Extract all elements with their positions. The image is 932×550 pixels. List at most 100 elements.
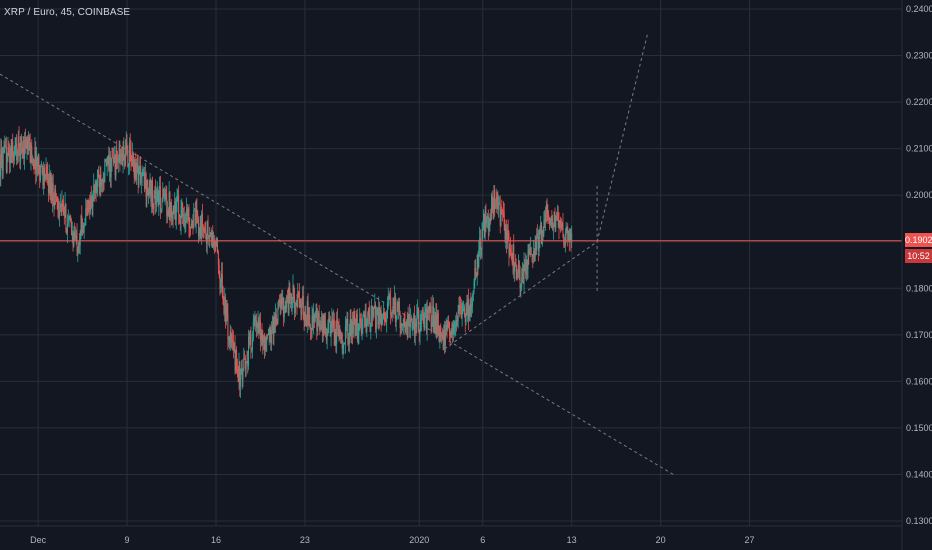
candle-body xyxy=(178,214,180,217)
candle-body xyxy=(437,312,439,334)
candle-body xyxy=(18,136,20,146)
candle-body xyxy=(410,318,412,328)
candle-body xyxy=(450,329,452,337)
candle-body xyxy=(97,169,99,186)
candle-body xyxy=(47,179,49,193)
candle-body xyxy=(85,208,87,226)
candle-body xyxy=(571,233,573,243)
candle-body xyxy=(190,226,192,228)
price-tick-label: 0.2200 xyxy=(906,97,932,107)
candle-body xyxy=(132,153,134,167)
candle-body xyxy=(196,209,198,214)
candle-body xyxy=(507,229,509,234)
candle-body xyxy=(222,288,224,305)
candle-body xyxy=(241,368,243,380)
candle-body xyxy=(30,145,32,163)
candle-body xyxy=(313,313,315,322)
candle-body xyxy=(229,331,231,344)
candle-body xyxy=(83,225,85,233)
candle-body xyxy=(208,235,210,237)
candle-body xyxy=(303,317,305,322)
candle-body xyxy=(506,229,508,244)
candle-body xyxy=(344,342,346,345)
candle-body xyxy=(217,239,219,253)
candle-body xyxy=(386,302,388,319)
candle-body xyxy=(465,303,467,323)
candle-body xyxy=(151,180,153,202)
candle-body xyxy=(342,345,344,349)
candle-body xyxy=(374,304,376,308)
candle-body xyxy=(343,344,345,346)
candle-body xyxy=(556,215,558,217)
candle-body xyxy=(470,303,472,311)
candle-body xyxy=(559,220,561,228)
candle-body xyxy=(394,296,396,314)
candle-body xyxy=(171,217,173,220)
candle-body xyxy=(346,319,348,325)
candle-body xyxy=(104,159,106,182)
candle-body xyxy=(171,202,173,218)
candle-body xyxy=(197,213,199,219)
candle-body xyxy=(39,170,41,181)
candle-body xyxy=(417,308,419,332)
candle-body xyxy=(348,336,350,345)
candle-body xyxy=(371,305,373,317)
candle-body xyxy=(399,315,401,329)
candle-body xyxy=(462,307,464,313)
candle-body xyxy=(407,315,409,338)
candle-body xyxy=(487,215,489,230)
candle-body xyxy=(398,301,400,316)
candle-body xyxy=(0,162,1,177)
candle-body xyxy=(113,157,115,163)
candle-body xyxy=(57,202,59,209)
candle-body xyxy=(70,221,72,235)
candle-body xyxy=(17,136,19,151)
candle-body xyxy=(28,136,30,150)
candle-body xyxy=(163,189,165,197)
candle-body xyxy=(468,316,470,320)
candle-body xyxy=(220,281,222,288)
candle-body xyxy=(123,145,125,156)
candle-body xyxy=(122,145,124,166)
candle-body xyxy=(537,236,539,251)
candle-body xyxy=(452,323,454,334)
candle-body xyxy=(541,230,543,245)
candle-body xyxy=(102,179,104,185)
candle-body xyxy=(170,202,172,217)
candle-body xyxy=(4,145,6,149)
candle-body xyxy=(182,203,184,216)
candle-body xyxy=(352,321,354,334)
candle-body xyxy=(82,225,84,233)
candle-body xyxy=(425,308,427,331)
candle-body xyxy=(97,169,99,178)
candle-body xyxy=(191,223,193,226)
candle-body xyxy=(228,336,230,344)
candle-body xyxy=(433,305,435,330)
candle-body xyxy=(429,306,431,312)
price-axis-panel[interactable] xyxy=(902,0,932,550)
candle-body xyxy=(292,285,294,300)
candle-body xyxy=(293,285,295,297)
candle-body xyxy=(47,172,49,180)
candle-body xyxy=(19,145,21,161)
candle-body xyxy=(557,213,559,220)
candle-body xyxy=(445,324,447,330)
candle-body xyxy=(387,298,389,303)
candle-body xyxy=(322,314,324,333)
candle-body xyxy=(350,319,352,339)
candle-body xyxy=(476,254,478,277)
candle-body xyxy=(568,230,570,241)
candle-body xyxy=(141,175,143,176)
candle-body xyxy=(124,155,126,166)
candle-body xyxy=(239,361,241,387)
candle-body xyxy=(16,150,18,161)
candle-body xyxy=(153,195,155,209)
candle-body xyxy=(499,203,501,226)
candle-body xyxy=(501,209,503,211)
candle-body xyxy=(59,209,61,217)
candle-body xyxy=(201,213,203,228)
candle-body xyxy=(194,210,196,226)
candle-body xyxy=(75,232,77,236)
